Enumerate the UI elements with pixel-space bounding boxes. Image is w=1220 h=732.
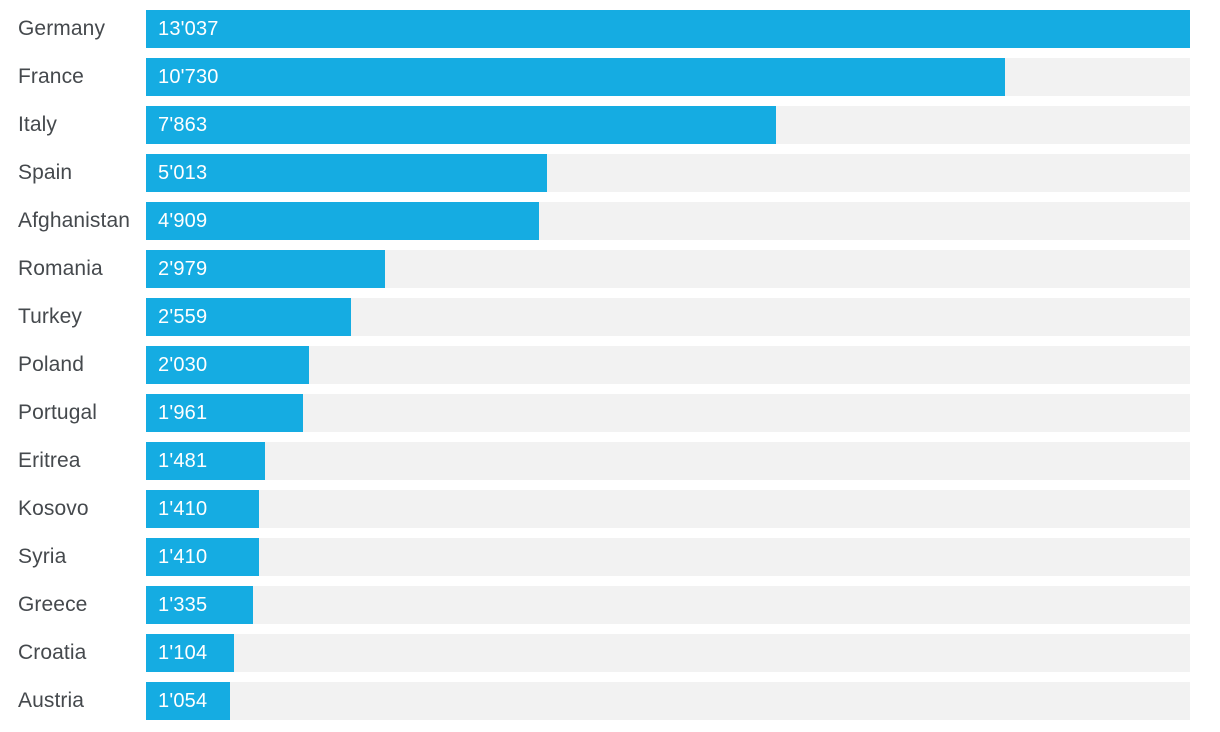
bar-track: 2'559: [146, 298, 1190, 336]
category-label: Croatia: [18, 641, 87, 664]
category-label: Greece: [18, 593, 88, 616]
bar-row: Syria 1'410: [0, 538, 1220, 576]
bar: 1'410: [146, 490, 259, 528]
bar-track: 13'037: [146, 10, 1190, 48]
bar: 1'961: [146, 394, 304, 432]
category-label: Austria: [18, 689, 85, 712]
bar: 2'559: [146, 298, 351, 336]
bar-track: 2'979: [146, 250, 1190, 288]
bar-value-label: 7'863: [158, 114, 208, 136]
bar-value-label: 1'054: [158, 690, 208, 712]
category-label: Turkey: [18, 305, 82, 328]
category-label: Romania: [18, 257, 103, 280]
category-label: Spain: [18, 161, 73, 184]
category-label: Eritrea: [18, 449, 81, 472]
bar-row: Greece 1'335: [0, 586, 1220, 624]
bar-row: Portugal 1'961: [0, 394, 1220, 432]
bar-track: 1'410: [146, 490, 1190, 528]
bar: 13'037: [146, 10, 1190, 48]
bar-track: 1'481: [146, 442, 1190, 480]
bar-value-label: 2'559: [158, 306, 208, 328]
bar-value-label: 5'013: [158, 162, 208, 184]
bar-track: 1'961: [146, 394, 1190, 432]
bar: 1'410: [146, 538, 259, 576]
category-label: Italy: [18, 113, 58, 136]
bar: 10'730: [146, 58, 1006, 96]
category-label: Germany: [18, 17, 106, 40]
category-label: France: [18, 65, 84, 88]
bar-row: Turkey 2'559: [0, 298, 1220, 336]
bar-value-label: 1'961: [158, 402, 208, 424]
bar-row: Spain 5'013: [0, 154, 1220, 192]
bar-track: 7'863: [146, 106, 1190, 144]
bar-value-label: 4'909: [158, 210, 208, 232]
bar-row: Italy 7'863: [0, 106, 1220, 144]
bar-value-label: 1'335: [158, 594, 208, 616]
bar-value-label: 1'410: [158, 498, 208, 520]
bar-track: 1'335: [146, 586, 1190, 624]
bar-row: Poland 2'030: [0, 346, 1220, 384]
bar: 7'863: [146, 106, 776, 144]
bar-row: France 10'730: [0, 58, 1220, 96]
bar: 1'054: [146, 682, 231, 720]
bar-track: 1'104: [146, 634, 1190, 672]
bar-track: 5'013: [146, 154, 1190, 192]
bar: 1'335: [146, 586, 253, 624]
bar-row: Afghanistan 4'909: [0, 202, 1220, 240]
bar-value-label: 2'979: [158, 258, 208, 280]
bar-row: Germany 13'037: [0, 10, 1220, 48]
bar-value-label: 10'730: [158, 66, 219, 88]
category-label: Afghanistan: [18, 209, 131, 232]
bar-track: 4'909: [146, 202, 1190, 240]
bar-value-label: 1'104: [158, 642, 208, 664]
bar: 5'013: [146, 154, 548, 192]
category-label: Portugal: [18, 401, 98, 424]
bar: 1'104: [146, 634, 235, 672]
bar-value-label: 1'410: [158, 546, 208, 568]
bar-row: Austria 1'054: [0, 682, 1220, 720]
bar-row: Kosovo 1'410: [0, 490, 1220, 528]
bar-value-label: 1'481: [158, 450, 208, 472]
category-label: Poland: [18, 353, 84, 376]
bar-row: Eritrea 1'481: [0, 442, 1220, 480]
bar: 2'030: [146, 346, 309, 384]
bar-track: 1'054: [146, 682, 1190, 720]
bar: 4'909: [146, 202, 540, 240]
bar-row: Romania 2'979: [0, 250, 1220, 288]
bar-row: Croatia 1'104: [0, 634, 1220, 672]
bar-track: 1'410: [146, 538, 1190, 576]
bar-track: 10'730: [146, 58, 1190, 96]
bar: 1'481: [146, 442, 265, 480]
category-label: Kosovo: [18, 497, 89, 520]
bar-value-label: 2'030: [158, 354, 208, 376]
bar-value-label: 13'037: [158, 18, 219, 40]
bar: 2'979: [146, 250, 385, 288]
bar-track: 2'030: [146, 346, 1190, 384]
category-label: Syria: [18, 545, 67, 568]
